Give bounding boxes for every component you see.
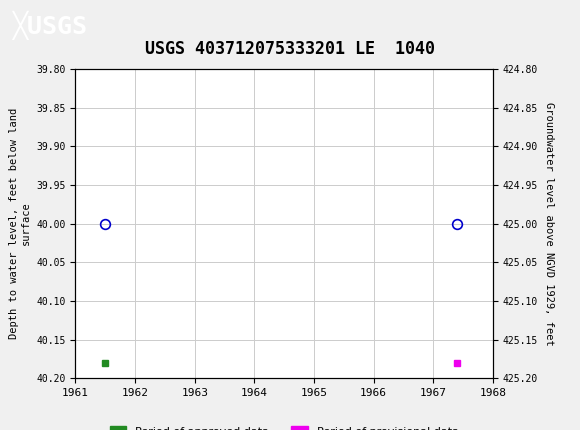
- Y-axis label: Depth to water level, feet below land
surface: Depth to water level, feet below land su…: [9, 108, 31, 339]
- Legend: Period of approved data, Period of provisional data: Period of approved data, Period of provi…: [105, 422, 463, 430]
- Y-axis label: Groundwater level above NGVD 1929, feet: Groundwater level above NGVD 1929, feet: [543, 102, 553, 345]
- Text: USGS 403712075333201 LE  1040: USGS 403712075333201 LE 1040: [145, 40, 435, 58]
- Text: ╳USGS: ╳USGS: [12, 11, 86, 40]
